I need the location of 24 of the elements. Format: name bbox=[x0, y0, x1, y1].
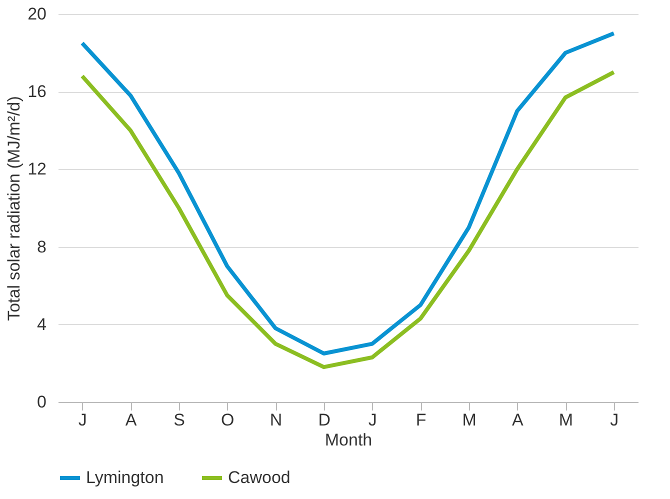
x-tick-label: A bbox=[125, 410, 138, 430]
x-tick-label: A bbox=[512, 410, 524, 430]
x-tick-label: N bbox=[270, 410, 282, 430]
x-tick-label: M bbox=[462, 410, 476, 430]
x-tick-label: J bbox=[78, 410, 87, 430]
x-tick-label: J bbox=[368, 410, 377, 430]
legend-label: Lymington bbox=[86, 468, 164, 487]
y-tick-label: 8 bbox=[37, 237, 46, 256]
line-series bbox=[80, 31, 616, 356]
x-tick-label: S bbox=[174, 410, 186, 430]
x-axis-title: Month bbox=[324, 430, 372, 450]
x-tick-label: D bbox=[318, 410, 330, 430]
legend-label: Cawood bbox=[228, 468, 290, 487]
y-tick-label: 4 bbox=[37, 314, 46, 334]
y-tick-label: 16 bbox=[28, 82, 46, 102]
y-tick-label: 12 bbox=[28, 160, 46, 179]
y-tick-label: 20 bbox=[28, 4, 46, 24]
y-axis-title: Total solar radiation (MJ/m²/d) bbox=[4, 96, 24, 321]
x-tick-label: F bbox=[416, 410, 426, 430]
x-tick-label: M bbox=[558, 410, 574, 430]
x-tick-label: O bbox=[221, 410, 234, 430]
x-tick-label: J bbox=[610, 410, 619, 430]
line-series bbox=[80, 70, 616, 370]
y-tick-label: 0 bbox=[37, 392, 46, 412]
